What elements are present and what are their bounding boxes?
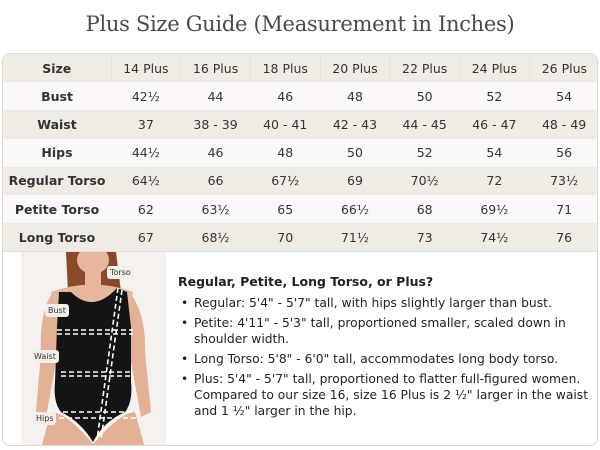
table-cell: 70½ (410, 173, 439, 189)
table-cell: 76 (556, 229, 573, 245)
row-label: Bust (41, 88, 73, 104)
table-row: Regular Torso 64½ 66 67½ 69 70½ 72 73½ (3, 166, 597, 195)
fit-item-regular: Regular: 5'4" - 5'7" tall, with hips sli… (178, 295, 597, 311)
hips-label: Hips (33, 412, 57, 425)
table-header-row: Size 14 Plus 16 Plus 18 Plus 20 Plus 22 Plus 2… (3, 54, 597, 83)
table-cell: 44½ (131, 145, 160, 161)
table-row: Hips 44½ 46 48 50 52 54 56 (3, 138, 597, 167)
header-col: 16 Plus (180, 54, 251, 83)
table-cell: 62 (137, 201, 154, 217)
table-cell: 66½ (340, 201, 369, 217)
row-label: Petite Torso (14, 201, 100, 217)
model-figure-image: Torso Bust Waist Hips (21, 246, 166, 445)
table-cell: 42 - 43 (332, 116, 378, 132)
table-cell: 54 (486, 145, 503, 161)
table-cell: 70 (277, 229, 294, 245)
torso-label: Torso (107, 266, 134, 279)
header-col: 20 Plus (319, 54, 390, 83)
size-guide-card: Size 14 Plus 16 Plus 18 Plus 20 Plus 22 Plus 2… (2, 53, 598, 446)
table-cell: 52 (486, 88, 503, 104)
header-col: 14 Plus (110, 54, 181, 83)
table-cell: 67 (137, 229, 154, 245)
table-cell: 48 (277, 145, 294, 161)
fit-item-plus: Plus: 5'4" - 5'7" tall, proportioned to … (178, 371, 597, 419)
header-size: Size (42, 60, 72, 76)
fit-item-long-torso: Long Torso: 5'8" - 6'0" tall, accommodat… (178, 351, 597, 367)
header-col: 26 Plus (528, 54, 597, 83)
table-cell: 38 - 39 (193, 116, 238, 132)
table-cell: 73½ (550, 173, 579, 189)
table-cell: 37 (137, 116, 154, 132)
fit-info-section: Torso Bust Waist Hips Regular, Petite, L… (3, 246, 597, 445)
row-label: Long Torso (18, 229, 96, 245)
header-col: 18 Plus (249, 54, 321, 83)
table-cell: 48 - 49 (541, 116, 587, 132)
table-cell: 71 (556, 201, 573, 217)
table-row: Petite Torso 62 63½ 65 66½ 68 69½ 71 (3, 194, 597, 224)
table-cell: 68 (416, 201, 433, 217)
table-cell: 46 (207, 145, 224, 161)
page-title: Plus Size Guide (Measurement in Inches) (85, 12, 515, 36)
table-cell: 50 (416, 88, 433, 104)
table-cell: 74½ (480, 229, 509, 245)
table-cell: 69 (347, 173, 363, 189)
size-table: Size 14 Plus 16 Plus 18 Plus 20 Plus 22 Plus 2… (3, 54, 597, 252)
table-row: Bust 42½ 44 46 48 50 52 54 (3, 82, 597, 111)
table-cell: 68½ (201, 229, 230, 245)
fit-heading: Regular, Petite, Long Torso, or Plus? (178, 274, 434, 289)
table-cell: 42½ (131, 88, 160, 104)
table-cell: 46 - 47 (472, 116, 517, 132)
table-cell: 54 (556, 88, 573, 104)
table-cell: 72 (486, 173, 503, 189)
table-cell: 63½ (201, 201, 230, 217)
table-cell: 65 (277, 201, 294, 217)
table-cell: 40 - 41 (263, 116, 308, 132)
row-label: Hips (41, 145, 73, 161)
waist-label: Waist (31, 350, 59, 363)
row-label: Waist (37, 116, 77, 132)
table-row: Waist 37 38 - 39 40 - 41 42 - 43 44 - 45 46 - … (3, 110, 597, 139)
table-cell: 66 (207, 173, 224, 189)
table-row: Long Torso 67 68½ 70 71½ 73 74½ 76 (3, 223, 597, 252)
table-cell: 52 (416, 145, 433, 161)
table-cell: 67½ (271, 173, 300, 189)
table-cell: 48 (347, 88, 363, 104)
fit-item-petite: Petite: 4'11" - 5'3" tall, proportioned … (178, 315, 597, 347)
header-col: 22 Plus (389, 54, 460, 83)
table-cell: 44 - 45 (402, 116, 447, 132)
table-cell: 44 (207, 88, 224, 104)
table-cell: 64½ (131, 173, 160, 189)
bust-label: Bust (45, 304, 69, 317)
table-cell: 73 (416, 229, 433, 245)
fit-list: Regular: 5'4" - 5'7" tall, with hips sli… (178, 295, 597, 419)
table-cell: 71½ (340, 229, 369, 245)
header-col: 24 Plus (459, 54, 530, 83)
table-cell: 69½ (480, 201, 509, 217)
table-cell: 56 (556, 145, 573, 161)
table-cell: 46 (277, 88, 294, 104)
table-cell: 50 (347, 145, 363, 161)
fit-description: Regular, Petite, Long Torso, or Plus? Re… (178, 274, 597, 423)
row-label: Regular Torso (8, 173, 106, 189)
